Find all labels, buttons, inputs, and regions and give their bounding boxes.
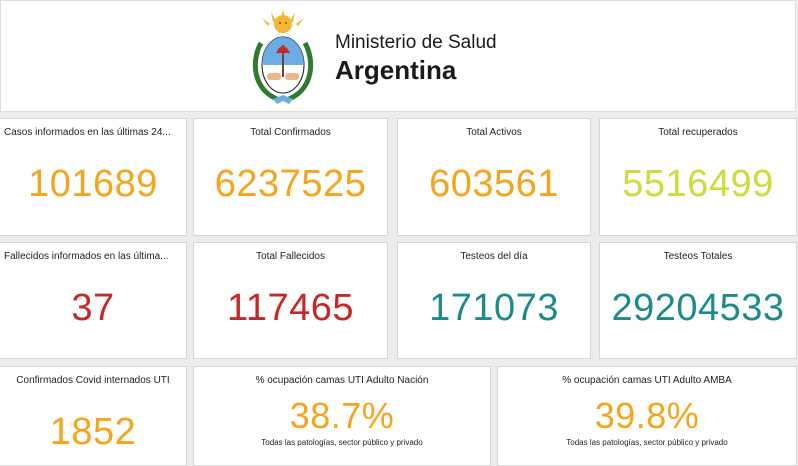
- card-value: 29204533: [611, 287, 785, 329]
- header-banner: Ministerio de Salud Argentina: [0, 0, 796, 112]
- card-testeos-dia[interactable]: Testeos del día 171073: [397, 242, 591, 359]
- card-value: 37: [71, 287, 115, 329]
- ministry-name: Ministerio de Salud: [335, 32, 497, 53]
- card-total-activos[interactable]: Total Activos 603561: [397, 118, 591, 236]
- card-value: 171073: [429, 287, 559, 329]
- card-value: 6237525: [214, 163, 367, 205]
- ministry-brand[interactable]: Ministerio de Salud Argentina: [247, 7, 497, 107]
- card-subtitle: Todas las patologías, sector público y p…: [566, 438, 728, 447]
- ministry-brand-text: Ministerio de Salud Argentina: [335, 31, 497, 85]
- card-value: 101689: [28, 163, 158, 205]
- card-value: 39.8%: [594, 395, 700, 436]
- card-value: 603561: [429, 163, 559, 205]
- card-title: Total Fallecidos: [256, 251, 325, 262]
- card-title: Fallecidos informados en las última...: [4, 251, 169, 262]
- card-title: Testeos Totales: [663, 251, 733, 262]
- card-title: Casos informados en las últimas 24...: [4, 127, 171, 138]
- card-value: 38.7%: [289, 395, 395, 436]
- card-title: Testeos del día: [460, 251, 528, 262]
- card-casos-24h[interactable]: Casos informados en las últimas 24... 10…: [0, 118, 187, 236]
- card-title: % ocupación camas UTI Adulto Nación: [255, 375, 429, 386]
- escudo-nacional-icon: [252, 9, 314, 104]
- card-ocupacion-uti-nacion[interactable]: % ocupación camas UTI Adulto Nación 38.7…: [193, 366, 491, 466]
- card-value: 117465: [227, 287, 354, 329]
- card-total-recuperados[interactable]: Total recuperados 5516499: [599, 118, 797, 236]
- card-title: Total Activos: [466, 127, 522, 138]
- card-internados-uti[interactable]: Confirmados Covid internados UTI 1852: [0, 366, 187, 466]
- card-value: 5516499: [622, 163, 774, 205]
- card-title: Confirmados Covid internados UTI: [16, 375, 170, 386]
- card-subtitle: Todas las patologías, sector público y p…: [261, 438, 423, 447]
- card-title: Total recuperados: [658, 127, 738, 138]
- card-ocupacion-uti-amba[interactable]: % ocupación camas UTI Adulto AMBA 39.8% …: [497, 366, 797, 466]
- card-total-confirmados[interactable]: Total Confirmados 6237525: [193, 118, 388, 236]
- card-testeos-totales[interactable]: Testeos Totales 29204533: [599, 242, 797, 359]
- card-fallecidos-24h[interactable]: Fallecidos informados en las última... 3…: [0, 242, 187, 359]
- card-title: Total Confirmados: [250, 127, 331, 138]
- card-value: 1852: [49, 411, 137, 453]
- country-name: Argentina: [335, 55, 457, 85]
- card-total-fallecidos[interactable]: Total Fallecidos 117465: [193, 242, 388, 359]
- card-title: % ocupación camas UTI Adulto AMBA: [562, 375, 732, 386]
